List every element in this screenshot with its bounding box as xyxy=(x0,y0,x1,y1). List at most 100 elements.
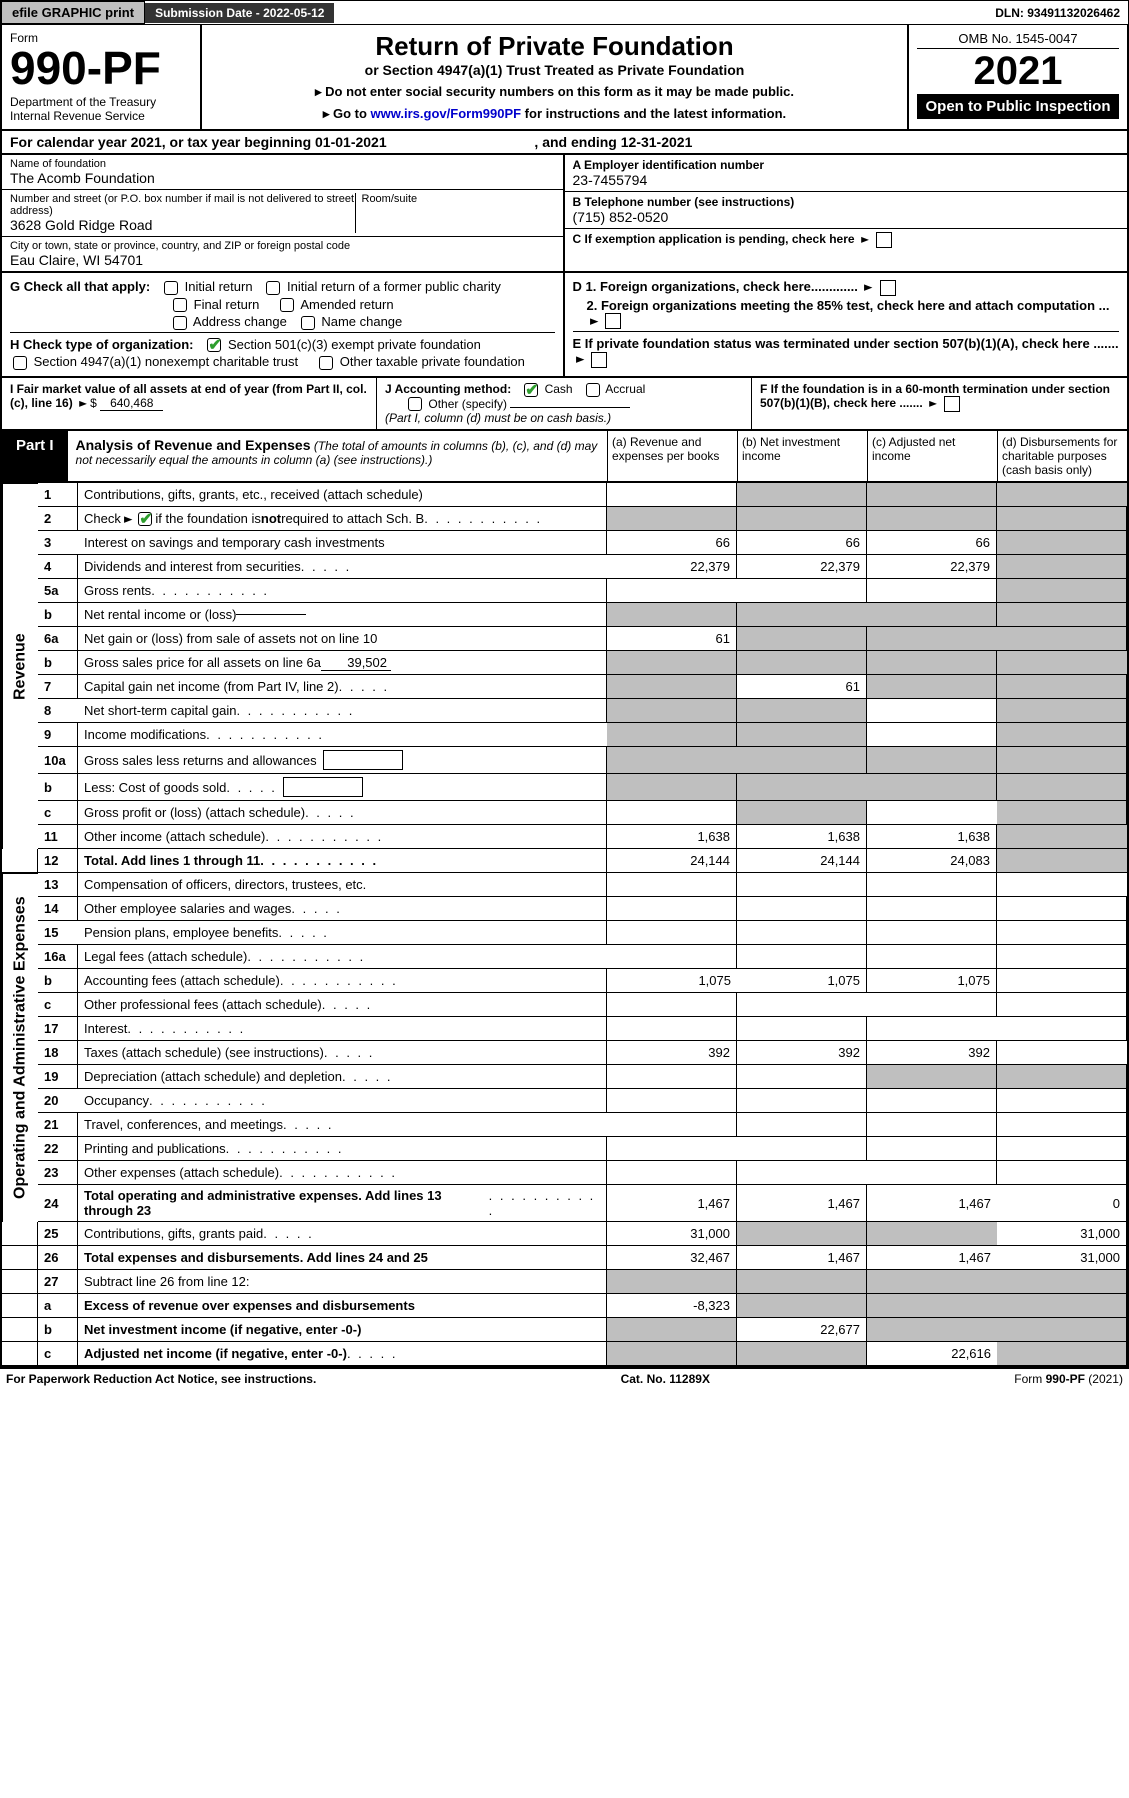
city-lbl: City or town, state or province, country… xyxy=(10,240,555,252)
j-accrual[interactable] xyxy=(586,383,600,397)
row-26-num: 26 xyxy=(38,1246,78,1270)
row-10c-num: c xyxy=(38,801,78,825)
r26-c: 1,467 xyxy=(867,1246,997,1270)
j-note: (Part I, column (d) must be on cash basi… xyxy=(385,411,611,425)
dln: DLN: 93491132026462 xyxy=(987,3,1128,23)
g-initial-return[interactable] xyxy=(164,281,178,295)
submission-date: Submission Date - 2022-05-12 xyxy=(145,3,334,23)
r24-a: 1,467 xyxy=(607,1185,737,1222)
form-header: Form 990-PF Department of the Treasury I… xyxy=(0,25,1129,131)
row-9-num: 9 xyxy=(38,723,78,747)
calyear-end: , and ending 12-31-2021 xyxy=(534,134,692,150)
row-14-lbl: Other employee salaries and wages xyxy=(78,897,607,921)
g-opt-2: Address change xyxy=(193,314,287,329)
form-title: Return of Private Foundation xyxy=(210,31,899,62)
row-6a-lbl: Net gain or (loss) from sale of assets n… xyxy=(78,627,607,651)
g-opt-3: Initial return of a former public charit… xyxy=(287,279,501,294)
row-27b-num: b xyxy=(38,1318,78,1342)
g-opt-4: Amended return xyxy=(300,297,393,312)
r27c-c: 22,616 xyxy=(867,1342,997,1366)
expenses-side: Operating and Administrative Expenses xyxy=(2,873,38,1222)
col-a-head: (a) Revenue and expenses per books xyxy=(607,431,737,481)
form990pf-link[interactable]: www.irs.gov/Form990PF xyxy=(371,106,522,121)
row-11-num: 11 xyxy=(38,825,78,849)
g-name-change[interactable] xyxy=(301,316,315,330)
d1-lbl: D 1. Foreign organizations, check here..… xyxy=(573,279,858,294)
entity-section: Name of foundation The Acomb Foundation … xyxy=(0,155,1129,273)
row-5b-lbl: Net rental income or (loss) xyxy=(78,603,607,627)
part1-header: Part I Analysis of Revenue and Expenses … xyxy=(0,431,1129,483)
row-16a-lbl: Legal fees (attach schedule) xyxy=(78,945,607,969)
instr-2: ▸ Go to www.irs.gov/Form990PF for instru… xyxy=(210,106,899,122)
name-lbl: Name of foundation xyxy=(10,158,555,170)
j-other-lbl: Other (specify) xyxy=(428,397,507,411)
calendar-year-row: For calendar year 2021, or tax year begi… xyxy=(0,131,1129,155)
revenue-side: Revenue xyxy=(2,483,38,849)
r12-c: 24,083 xyxy=(867,849,997,873)
d1-checkbox[interactable] xyxy=(880,280,896,296)
r10b-box[interactable] xyxy=(283,777,363,797)
j-cash[interactable] xyxy=(524,383,538,397)
c-checkbox[interactable] xyxy=(876,232,892,248)
r18-b: 392 xyxy=(737,1041,867,1065)
row-2-num: 2 xyxy=(38,507,78,531)
i-lbl: I Fair market value of all assets at end… xyxy=(10,382,367,410)
r1-d xyxy=(997,483,1127,507)
g-initial-former[interactable] xyxy=(266,281,280,295)
g-address-change[interactable] xyxy=(173,316,187,330)
j-accrual-lbl: Accrual xyxy=(605,382,645,396)
d2-checkbox[interactable] xyxy=(605,313,621,329)
h-4947[interactable] xyxy=(13,356,27,370)
instr-1: ▸ Do not enter social security numbers o… xyxy=(210,84,899,100)
row-17-num: 17 xyxy=(38,1017,78,1041)
j-cash-lbl: Cash xyxy=(545,382,573,396)
part1-title: Analysis of Revenue and Expenses xyxy=(76,437,311,453)
row-5b-num: b xyxy=(38,603,78,627)
h-501c3[interactable] xyxy=(207,338,221,352)
r18-a: 392 xyxy=(607,1041,737,1065)
row-7-lbl: Capital gain net income (from Part IV, l… xyxy=(78,675,607,699)
h-other-taxable[interactable] xyxy=(319,356,333,370)
row-22-lbl: Printing and publications xyxy=(78,1137,607,1161)
form-number: 990-PF xyxy=(10,45,192,91)
row-4-num: 4 xyxy=(38,555,78,579)
r10a-box[interactable] xyxy=(323,750,403,770)
r3-a: 66 xyxy=(607,531,737,555)
r24-c: 1,467 xyxy=(867,1185,997,1222)
f-checkbox[interactable] xyxy=(944,396,960,412)
foundation-name: The Acomb Foundation xyxy=(10,170,555,186)
row-27c-lbl: Adjusted net income (if negative, enter … xyxy=(78,1342,607,1366)
omb-no: OMB No. 1545-0047 xyxy=(917,31,1119,49)
r26-a: 32,467 xyxy=(607,1246,737,1270)
e-checkbox[interactable] xyxy=(591,352,607,368)
check-section: G Check all that apply: Initial return I… xyxy=(0,273,1129,378)
schb-checkbox[interactable] xyxy=(138,512,152,526)
r4-a: 22,379 xyxy=(607,555,737,579)
row-13-num: 13 xyxy=(38,873,78,897)
row-19-num: 19 xyxy=(38,1065,78,1089)
r16b-a: 1,075 xyxy=(607,969,737,993)
g-amended[interactable] xyxy=(280,298,294,312)
phone-lbl: B Telephone number (see instructions) xyxy=(573,195,795,209)
phone-value: (715) 852-0520 xyxy=(573,209,669,225)
row-27b-lbl: Net investment income (if negative, ente… xyxy=(78,1318,607,1342)
row-5a-num: 5a xyxy=(38,579,78,603)
row-13-lbl: Compensation of officers, directors, tru… xyxy=(78,873,607,897)
row-21-num: 21 xyxy=(38,1113,78,1137)
j-other[interactable] xyxy=(408,397,422,411)
row-25-lbl: Contributions, gifts, grants paid xyxy=(78,1222,607,1246)
r1-a xyxy=(607,483,737,507)
row-6b-num: b xyxy=(38,651,78,675)
d2-lbl: 2. Foreign organizations meeting the 85%… xyxy=(587,298,1110,313)
row-10c-lbl: Gross profit or (loss) (attach schedule) xyxy=(78,801,607,825)
row-16c-num: c xyxy=(38,993,78,1017)
r6a-a: 61 xyxy=(607,627,737,651)
row-15-num: 15 xyxy=(38,921,78,945)
g-final-return[interactable] xyxy=(173,298,187,312)
efile-print-btn[interactable]: efile GRAPHIC print xyxy=(1,1,145,24)
r1-c xyxy=(867,483,997,507)
row-25-num: 25 xyxy=(38,1222,78,1246)
e-lbl: E If private foundation status was termi… xyxy=(573,336,1119,351)
row-2-lbl: Check ▸ if the foundation is not require… xyxy=(78,507,607,531)
street-address: 3628 Gold Ridge Road xyxy=(10,217,355,233)
